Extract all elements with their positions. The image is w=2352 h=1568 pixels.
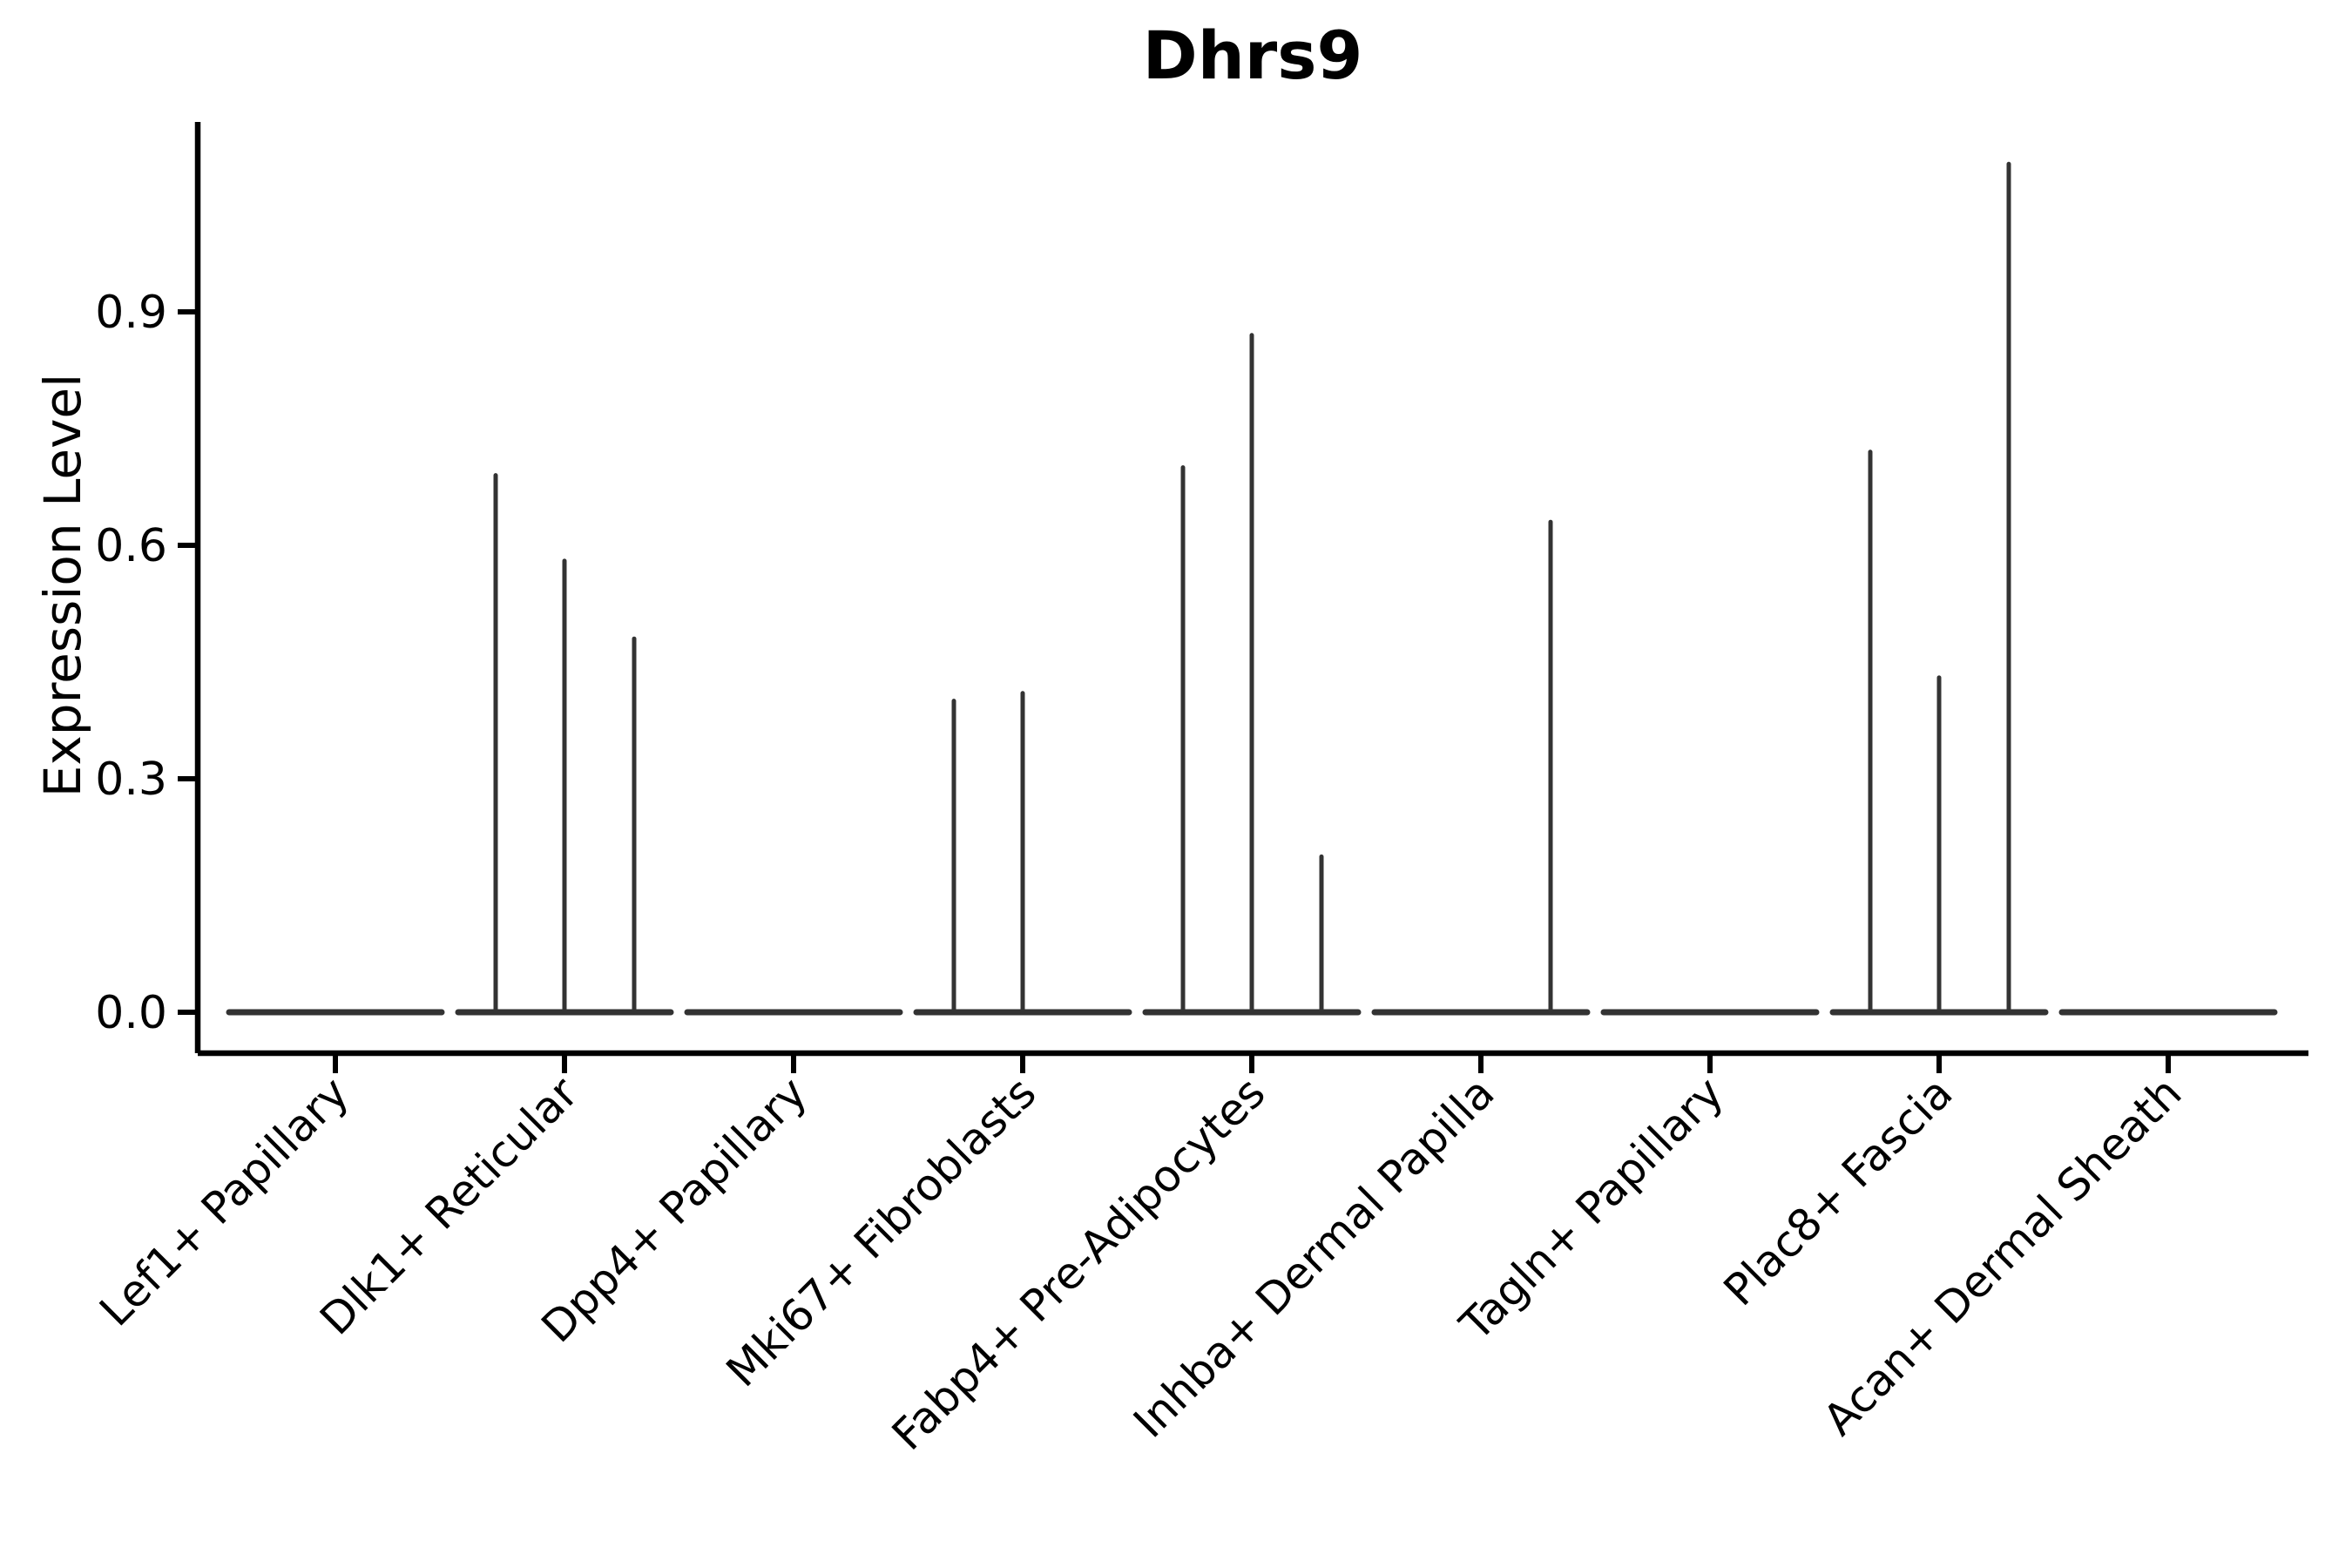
- chart-title: Dhrs9: [1142, 17, 1363, 94]
- x-tick-label: Fabp4+ Pre-Adipocytes: [882, 1067, 1275, 1460]
- y-tick-label: 0.6: [95, 520, 167, 572]
- y-tick-label: 0.3: [95, 754, 167, 806]
- x-tick-label: Plac8+ Fascia: [1714, 1067, 1963, 1315]
- y-tick-label: 0.0: [95, 987, 167, 1039]
- x-tick-label: Lef1+ Papillary: [90, 1067, 358, 1335]
- y-tick-label: 0.9: [95, 287, 167, 339]
